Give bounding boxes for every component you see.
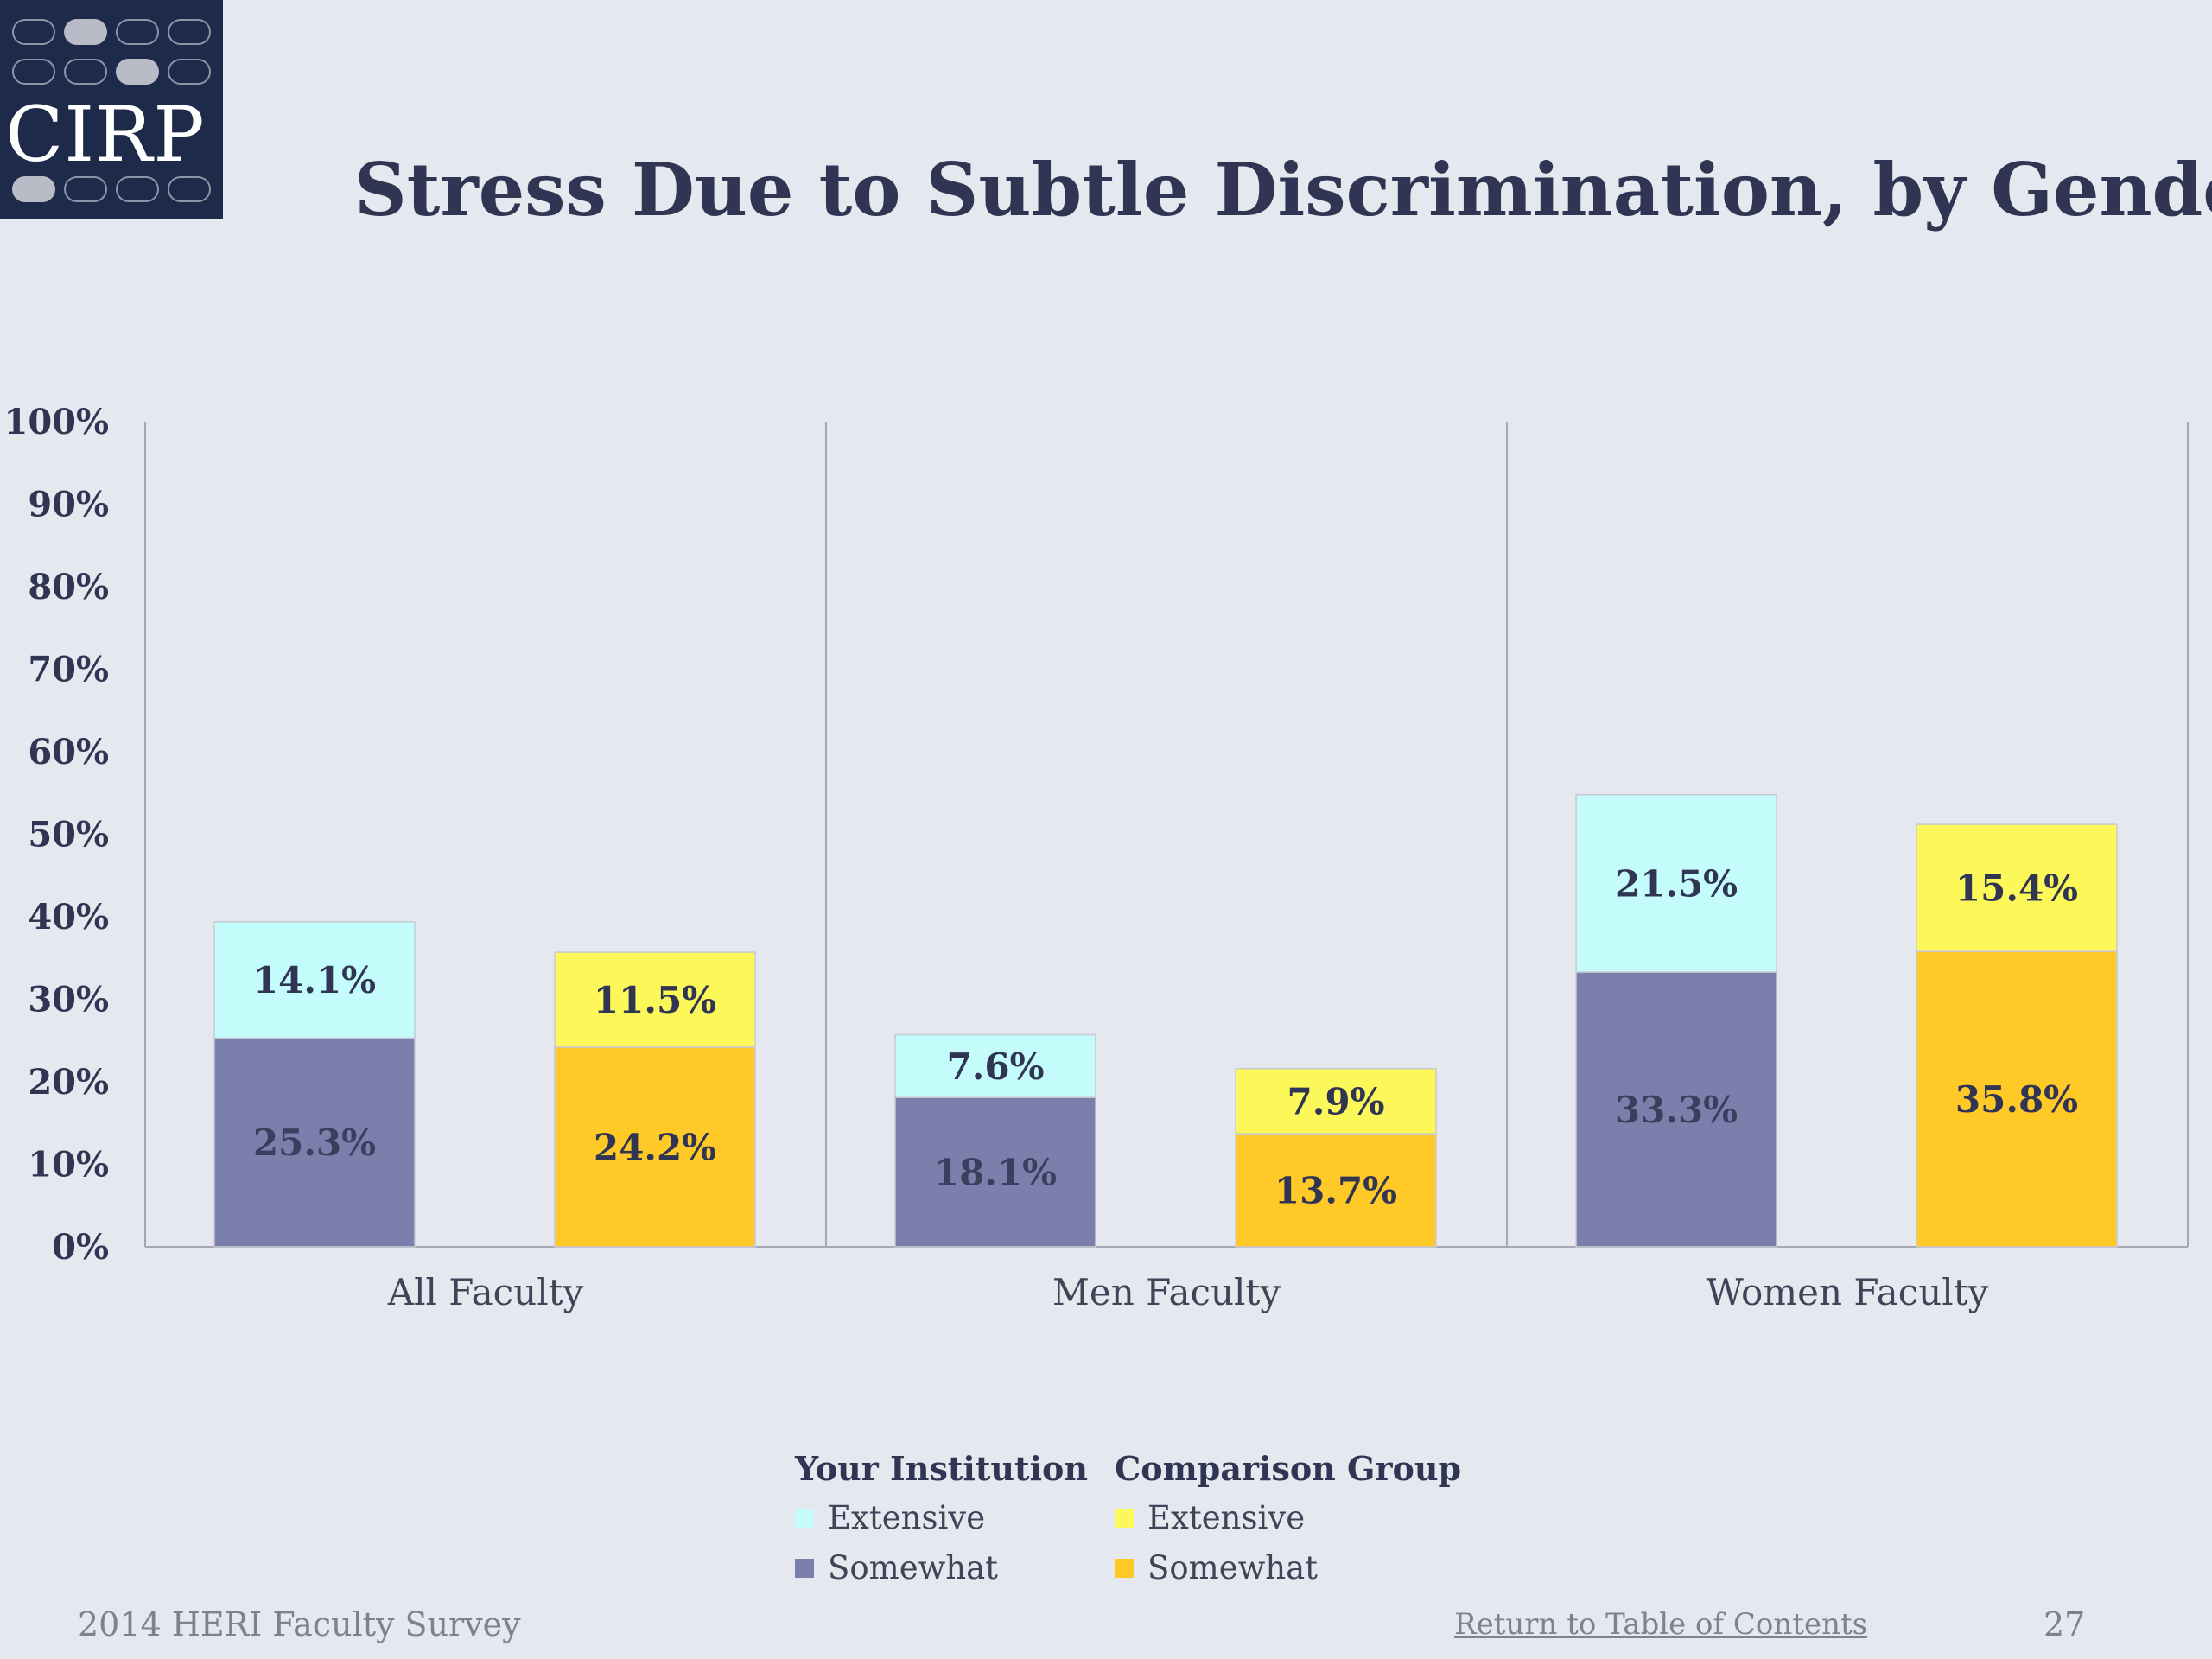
y-tick-label: 60% — [28, 732, 109, 772]
chart-bars — [213, 793, 2118, 1248]
legend-label: Somewhat — [828, 1549, 999, 1586]
bar-segment — [213, 920, 416, 1039]
logo-text: CIRP — [5, 90, 206, 179]
bar-data-label: 13.7% — [1274, 1170, 1397, 1212]
footer-source: 2014 HERI Faculty Survey — [78, 1605, 521, 1643]
logo-pill — [168, 176, 211, 202]
bar-data-label: 25.3% — [253, 1122, 376, 1164]
category-label: Men Faculty — [1052, 1271, 1281, 1313]
bar-segment — [554, 951, 756, 1048]
logo-pill — [64, 176, 107, 202]
bar-segment — [1575, 793, 1777, 973]
y-tick-label: 90% — [28, 485, 109, 525]
page-title: Stress Due to Subtle Discrimination, by … — [354, 147, 2212, 232]
bar-data-label: 24.2% — [594, 1126, 716, 1168]
swatch-comp-somewhat — [1115, 1558, 1134, 1578]
category-label: Women Faculty — [1707, 1271, 1989, 1313]
y-tick-label: 40% — [28, 897, 109, 938]
bar-data-label: 33.3% — [1615, 1089, 1738, 1131]
stacked-bar-chart: 0% 10% 20% 30% 40% 50% 60% 70% 80% 90% 100% All Fac… — [3, 402, 2189, 1313]
cirp-logo: CIRP — [0, 0, 223, 219]
logo-pill — [64, 59, 107, 85]
legend-comparison-group: Comparison Group Extensive Somewhat — [1115, 1445, 1461, 1593]
swatch-comp-extensive — [1115, 1508, 1134, 1528]
bar-segment — [1916, 950, 2118, 1248]
bar-segment — [1916, 823, 2118, 952]
legend-header-institution: Your Institution — [795, 1449, 1088, 1488]
y-tick-label: 20% — [28, 1062, 109, 1103]
logo-pill — [12, 59, 55, 85]
legend-item-comp-somewhat: Somewhat — [1115, 1543, 1461, 1593]
logo-pill — [12, 19, 55, 45]
bar-data-label: 18.1% — [934, 1152, 1057, 1194]
bar-segment — [1235, 1133, 1437, 1248]
bar-data-label: 21.5% — [1615, 862, 1738, 905]
bar-segment — [213, 1037, 416, 1248]
swatch-inst-extensive — [795, 1508, 814, 1528]
y-tick-label: 10% — [28, 1145, 109, 1185]
bar-data-label: 14.1% — [253, 959, 376, 1001]
return-to-contents-link[interactable]: Return to Table of Contents — [1454, 1607, 1868, 1642]
legend-item-comp-extensive: Extensive — [1115, 1493, 1461, 1543]
bar-data-label: 35.8% — [1955, 1078, 2078, 1121]
bar-segment — [554, 1046, 756, 1248]
y-tick-label: 50% — [28, 815, 109, 855]
logo-pill — [64, 19, 107, 45]
y-tick-label: 30% — [28, 980, 109, 1020]
page-number: 27 — [2044, 1605, 2086, 1643]
logo-pill — [116, 19, 159, 45]
logo-pill — [116, 59, 159, 85]
logo-pill — [116, 176, 159, 202]
legend-item-inst-extensive: Extensive — [795, 1493, 1088, 1543]
legend-item-inst-somewhat: Somewhat — [795, 1543, 1088, 1593]
bar-data-label: 11.5% — [594, 979, 716, 1021]
logo-pill — [12, 176, 55, 202]
bar-segment — [894, 1096, 1096, 1248]
bar-data-label: 7.9% — [1287, 1080, 1385, 1122]
legend-label: Extensive — [1147, 1499, 1306, 1536]
y-tick-label: 70% — [28, 650, 109, 690]
bar-data-label: 15.4% — [1955, 868, 2078, 910]
category-label: All Faculty — [387, 1271, 584, 1313]
y-tick-label: 80% — [28, 567, 109, 607]
logo-pill — [168, 59, 211, 85]
legend-your-institution: Your Institution Extensive Somewhat — [795, 1445, 1088, 1593]
chart-labels: 25.3% 14.1% 24.2% 11.5% 18.1% 7.6% 13.7% 7.9% 33… — [253, 862, 2078, 1211]
y-tick-label: 0% — [52, 1227, 109, 1268]
bar-data-label: 7.6% — [947, 1046, 1045, 1088]
swatch-inst-somewhat — [795, 1558, 814, 1578]
y-tick-label: 100% — [3, 402, 109, 442]
legend-header-comparison: Comparison Group — [1115, 1449, 1462, 1488]
legend-label: Extensive — [828, 1499, 986, 1536]
logo-pill — [168, 19, 211, 45]
chart-axes: 0% 10% 20% 30% 40% 50% 60% 70% 80% 90% 100% All Fac… — [3, 402, 2189, 1313]
bar-segment — [1235, 1067, 1437, 1135]
bar-segment — [894, 1033, 1096, 1098]
legend-label: Somewhat — [1147, 1549, 1319, 1586]
